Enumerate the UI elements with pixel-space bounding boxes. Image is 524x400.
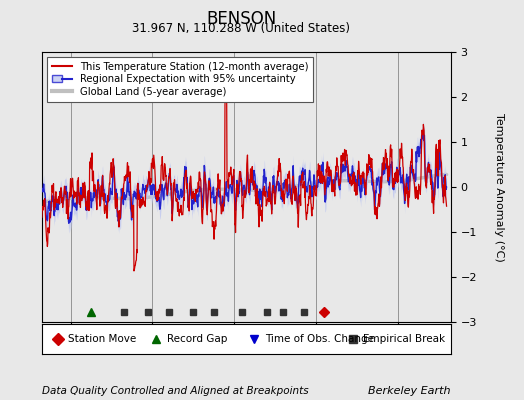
Legend: This Temperature Station (12-month average), Regional Expectation with 95% uncer: This Temperature Station (12-month avera… <box>47 57 313 102</box>
Text: Berkeley Earth: Berkeley Earth <box>368 386 451 396</box>
Text: Empirical Break: Empirical Break <box>363 334 445 344</box>
Text: 31.967 N, 110.288 W (United States): 31.967 N, 110.288 W (United States) <box>132 22 350 35</box>
Text: BENSON: BENSON <box>206 10 276 28</box>
Text: Station Move: Station Move <box>69 334 137 344</box>
Text: Time of Obs. Change: Time of Obs. Change <box>265 334 374 344</box>
Y-axis label: Temperature Anomaly (°C): Temperature Anomaly (°C) <box>494 113 504 261</box>
Text: Data Quality Controlled and Aligned at Breakpoints: Data Quality Controlled and Aligned at B… <box>42 386 309 396</box>
Text: Record Gap: Record Gap <box>167 334 227 344</box>
